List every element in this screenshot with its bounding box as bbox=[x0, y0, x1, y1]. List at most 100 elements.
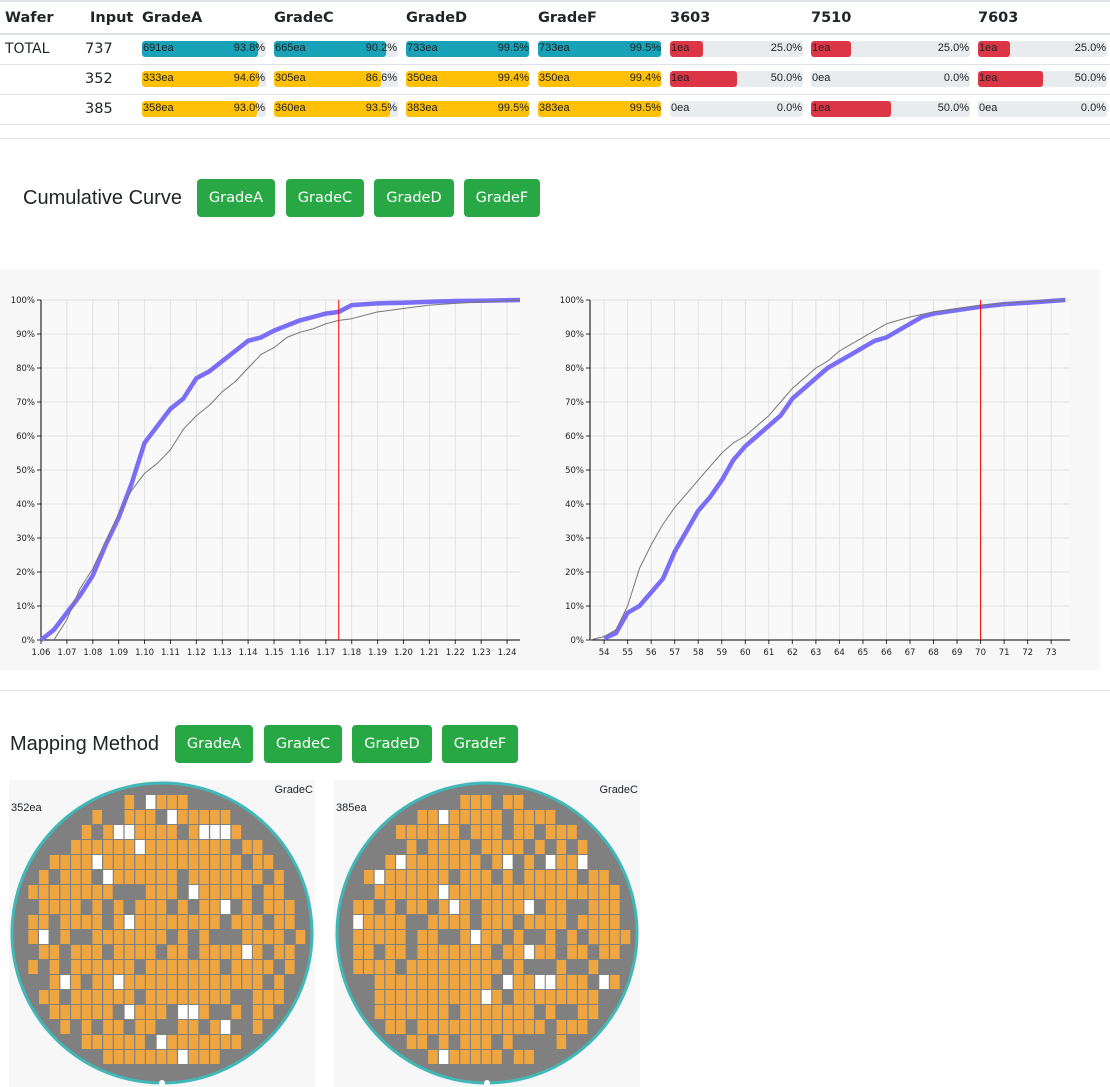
x-tick-label: 56 bbox=[646, 648, 657, 658]
die bbox=[417, 870, 427, 884]
die bbox=[492, 900, 502, 914]
cumulative-gradeD-button[interactable]: GradeD bbox=[373, 179, 454, 217]
die bbox=[124, 930, 135, 944]
count-label: 733ea bbox=[539, 42, 570, 55]
die bbox=[220, 945, 231, 959]
die bbox=[135, 900, 145, 914]
die bbox=[406, 1005, 417, 1019]
die bbox=[188, 810, 199, 824]
die bbox=[156, 975, 167, 989]
die bbox=[49, 855, 60, 869]
die bbox=[71, 960, 81, 974]
x-tick-label: 1.15 bbox=[265, 648, 284, 658]
die bbox=[545, 945, 556, 959]
die bbox=[481, 960, 492, 974]
die bbox=[513, 795, 524, 809]
die bbox=[428, 870, 438, 884]
die bbox=[524, 915, 534, 929]
mapping-gradeF-button[interactable]: GradeF bbox=[441, 725, 518, 763]
die bbox=[610, 930, 620, 944]
die bbox=[113, 975, 124, 989]
die bbox=[103, 1005, 113, 1019]
die bbox=[577, 1005, 588, 1019]
section-divider bbox=[0, 690, 1110, 691]
die bbox=[449, 990, 460, 1004]
die bbox=[124, 915, 135, 929]
wafer-map[interactable] bbox=[334, 780, 640, 1087]
column-header-graded: GradeD bbox=[401, 0, 533, 35]
progress-fill bbox=[406, 41, 530, 58]
die bbox=[210, 1050, 220, 1064]
die bbox=[60, 900, 70, 914]
mapping-gradeA-button[interactable]: GradeA bbox=[174, 725, 253, 763]
mapping-gradeD-button[interactable]: GradeD bbox=[351, 725, 432, 763]
die bbox=[71, 840, 81, 854]
die-grid bbox=[28, 795, 306, 1064]
die bbox=[156, 870, 167, 884]
die bbox=[428, 840, 438, 854]
count-label: 691ea bbox=[143, 42, 174, 55]
die bbox=[513, 810, 524, 824]
die bbox=[71, 900, 81, 914]
die bbox=[242, 945, 252, 959]
die bbox=[252, 1020, 263, 1034]
cumulative-gradeF-button[interactable]: GradeF bbox=[463, 179, 540, 217]
progress-fill bbox=[811, 41, 851, 58]
die bbox=[567, 870, 577, 884]
die bbox=[145, 975, 156, 989]
die bbox=[438, 900, 449, 914]
progress-bar: 333ea 94.6% bbox=[142, 71, 266, 87]
wafer-notch bbox=[159, 1080, 165, 1086]
y-tick-label: 40% bbox=[16, 500, 35, 510]
die bbox=[524, 825, 534, 839]
die bbox=[428, 960, 438, 974]
die bbox=[156, 885, 167, 899]
die bbox=[28, 960, 38, 974]
die bbox=[396, 855, 406, 869]
die bbox=[92, 855, 102, 869]
progress-bar: 733ea 99.5% bbox=[406, 41, 530, 58]
die bbox=[135, 1005, 145, 1019]
die bbox=[92, 990, 102, 1004]
die bbox=[49, 900, 60, 914]
die bbox=[428, 855, 438, 869]
die bbox=[556, 840, 567, 854]
die bbox=[567, 975, 577, 989]
progress-bar: 665ea 90.2% bbox=[274, 41, 398, 58]
die bbox=[71, 945, 81, 959]
cumulative-gradeC-button[interactable]: GradeC bbox=[285, 179, 364, 217]
mapping-gradeC-button[interactable]: GradeC bbox=[263, 725, 342, 763]
die bbox=[438, 1050, 449, 1064]
die bbox=[145, 870, 156, 884]
die bbox=[406, 1035, 417, 1049]
x-tick-label: 1.19 bbox=[368, 648, 387, 658]
die bbox=[124, 990, 135, 1004]
y-tick-label: 10% bbox=[16, 602, 35, 612]
percent-label: 90.2% bbox=[365, 42, 397, 55]
die bbox=[285, 945, 295, 959]
die bbox=[492, 990, 502, 1004]
die bbox=[438, 825, 449, 839]
cumulative-gradeA-button[interactable]: GradeA bbox=[196, 179, 275, 217]
die bbox=[220, 900, 231, 914]
x-tick-label: 1.24 bbox=[498, 648, 517, 658]
die bbox=[81, 840, 92, 854]
die bbox=[524, 1050, 534, 1064]
die bbox=[210, 810, 220, 824]
die bbox=[503, 1005, 513, 1019]
y-tick-label: 0% bbox=[571, 636, 585, 646]
die bbox=[364, 900, 374, 914]
yield-cell: 360ea 93.5% bbox=[269, 94, 401, 125]
wafer-map[interactable] bbox=[9, 780, 315, 1087]
die bbox=[71, 870, 81, 884]
die bbox=[113, 870, 124, 884]
column-header-gradea: GradeA bbox=[137, 0, 269, 35]
x-tick-label: 55 bbox=[622, 648, 633, 658]
die bbox=[364, 930, 374, 944]
die bbox=[199, 945, 209, 959]
die bbox=[60, 1005, 70, 1019]
die bbox=[428, 1005, 438, 1019]
die bbox=[285, 915, 295, 929]
yield-cell: 1ea 25.0% bbox=[973, 34, 1110, 65]
die bbox=[156, 855, 167, 869]
